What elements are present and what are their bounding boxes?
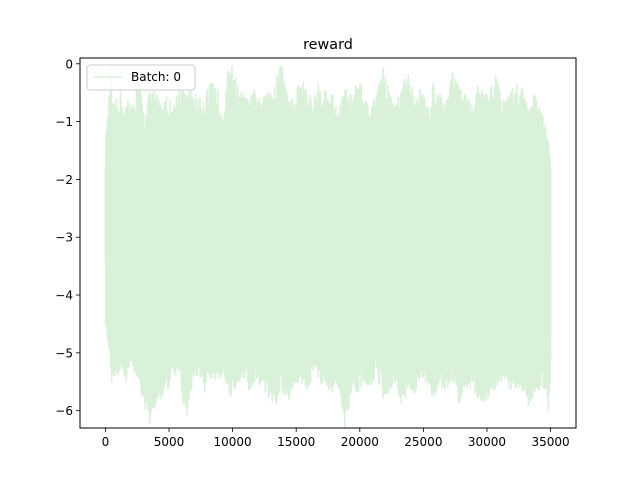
y-tick-label: −5 bbox=[55, 346, 73, 360]
y-tick-label: −1 bbox=[55, 115, 73, 129]
y-tick-label: −6 bbox=[55, 404, 73, 418]
chart-title: reward bbox=[303, 37, 353, 53]
legend-box bbox=[86, 64, 196, 91]
x-tick-label: 25000 bbox=[404, 435, 442, 449]
y-tick-label: −2 bbox=[55, 173, 73, 187]
series-line-batch-0 bbox=[104, 65, 552, 428]
plot-data-layer bbox=[104, 65, 552, 428]
x-tick-label: 0 bbox=[102, 435, 110, 449]
y-tick-label: 0 bbox=[65, 57, 73, 71]
y-tick-label: −3 bbox=[55, 231, 73, 245]
y-tick-label: −4 bbox=[55, 289, 73, 303]
y-axis: 0 −1 −2 −3 −4 −5 −6 bbox=[55, 57, 80, 418]
legend: Batch: 0 bbox=[86, 64, 196, 91]
axes-frame bbox=[79, 57, 577, 429]
x-axis: 0 5000 10000 15000 20000 25000 30000 35000 bbox=[102, 428, 570, 449]
x-tick-label: 30000 bbox=[468, 435, 506, 449]
x-tick-label: 35000 bbox=[531, 435, 569, 449]
x-tick-label: 10000 bbox=[214, 435, 252, 449]
x-tick-label: 15000 bbox=[277, 435, 315, 449]
x-tick-label: 5000 bbox=[154, 435, 185, 449]
legend-label-batch-0: Batch: 0 bbox=[131, 70, 181, 84]
x-tick-label: 20000 bbox=[341, 435, 379, 449]
